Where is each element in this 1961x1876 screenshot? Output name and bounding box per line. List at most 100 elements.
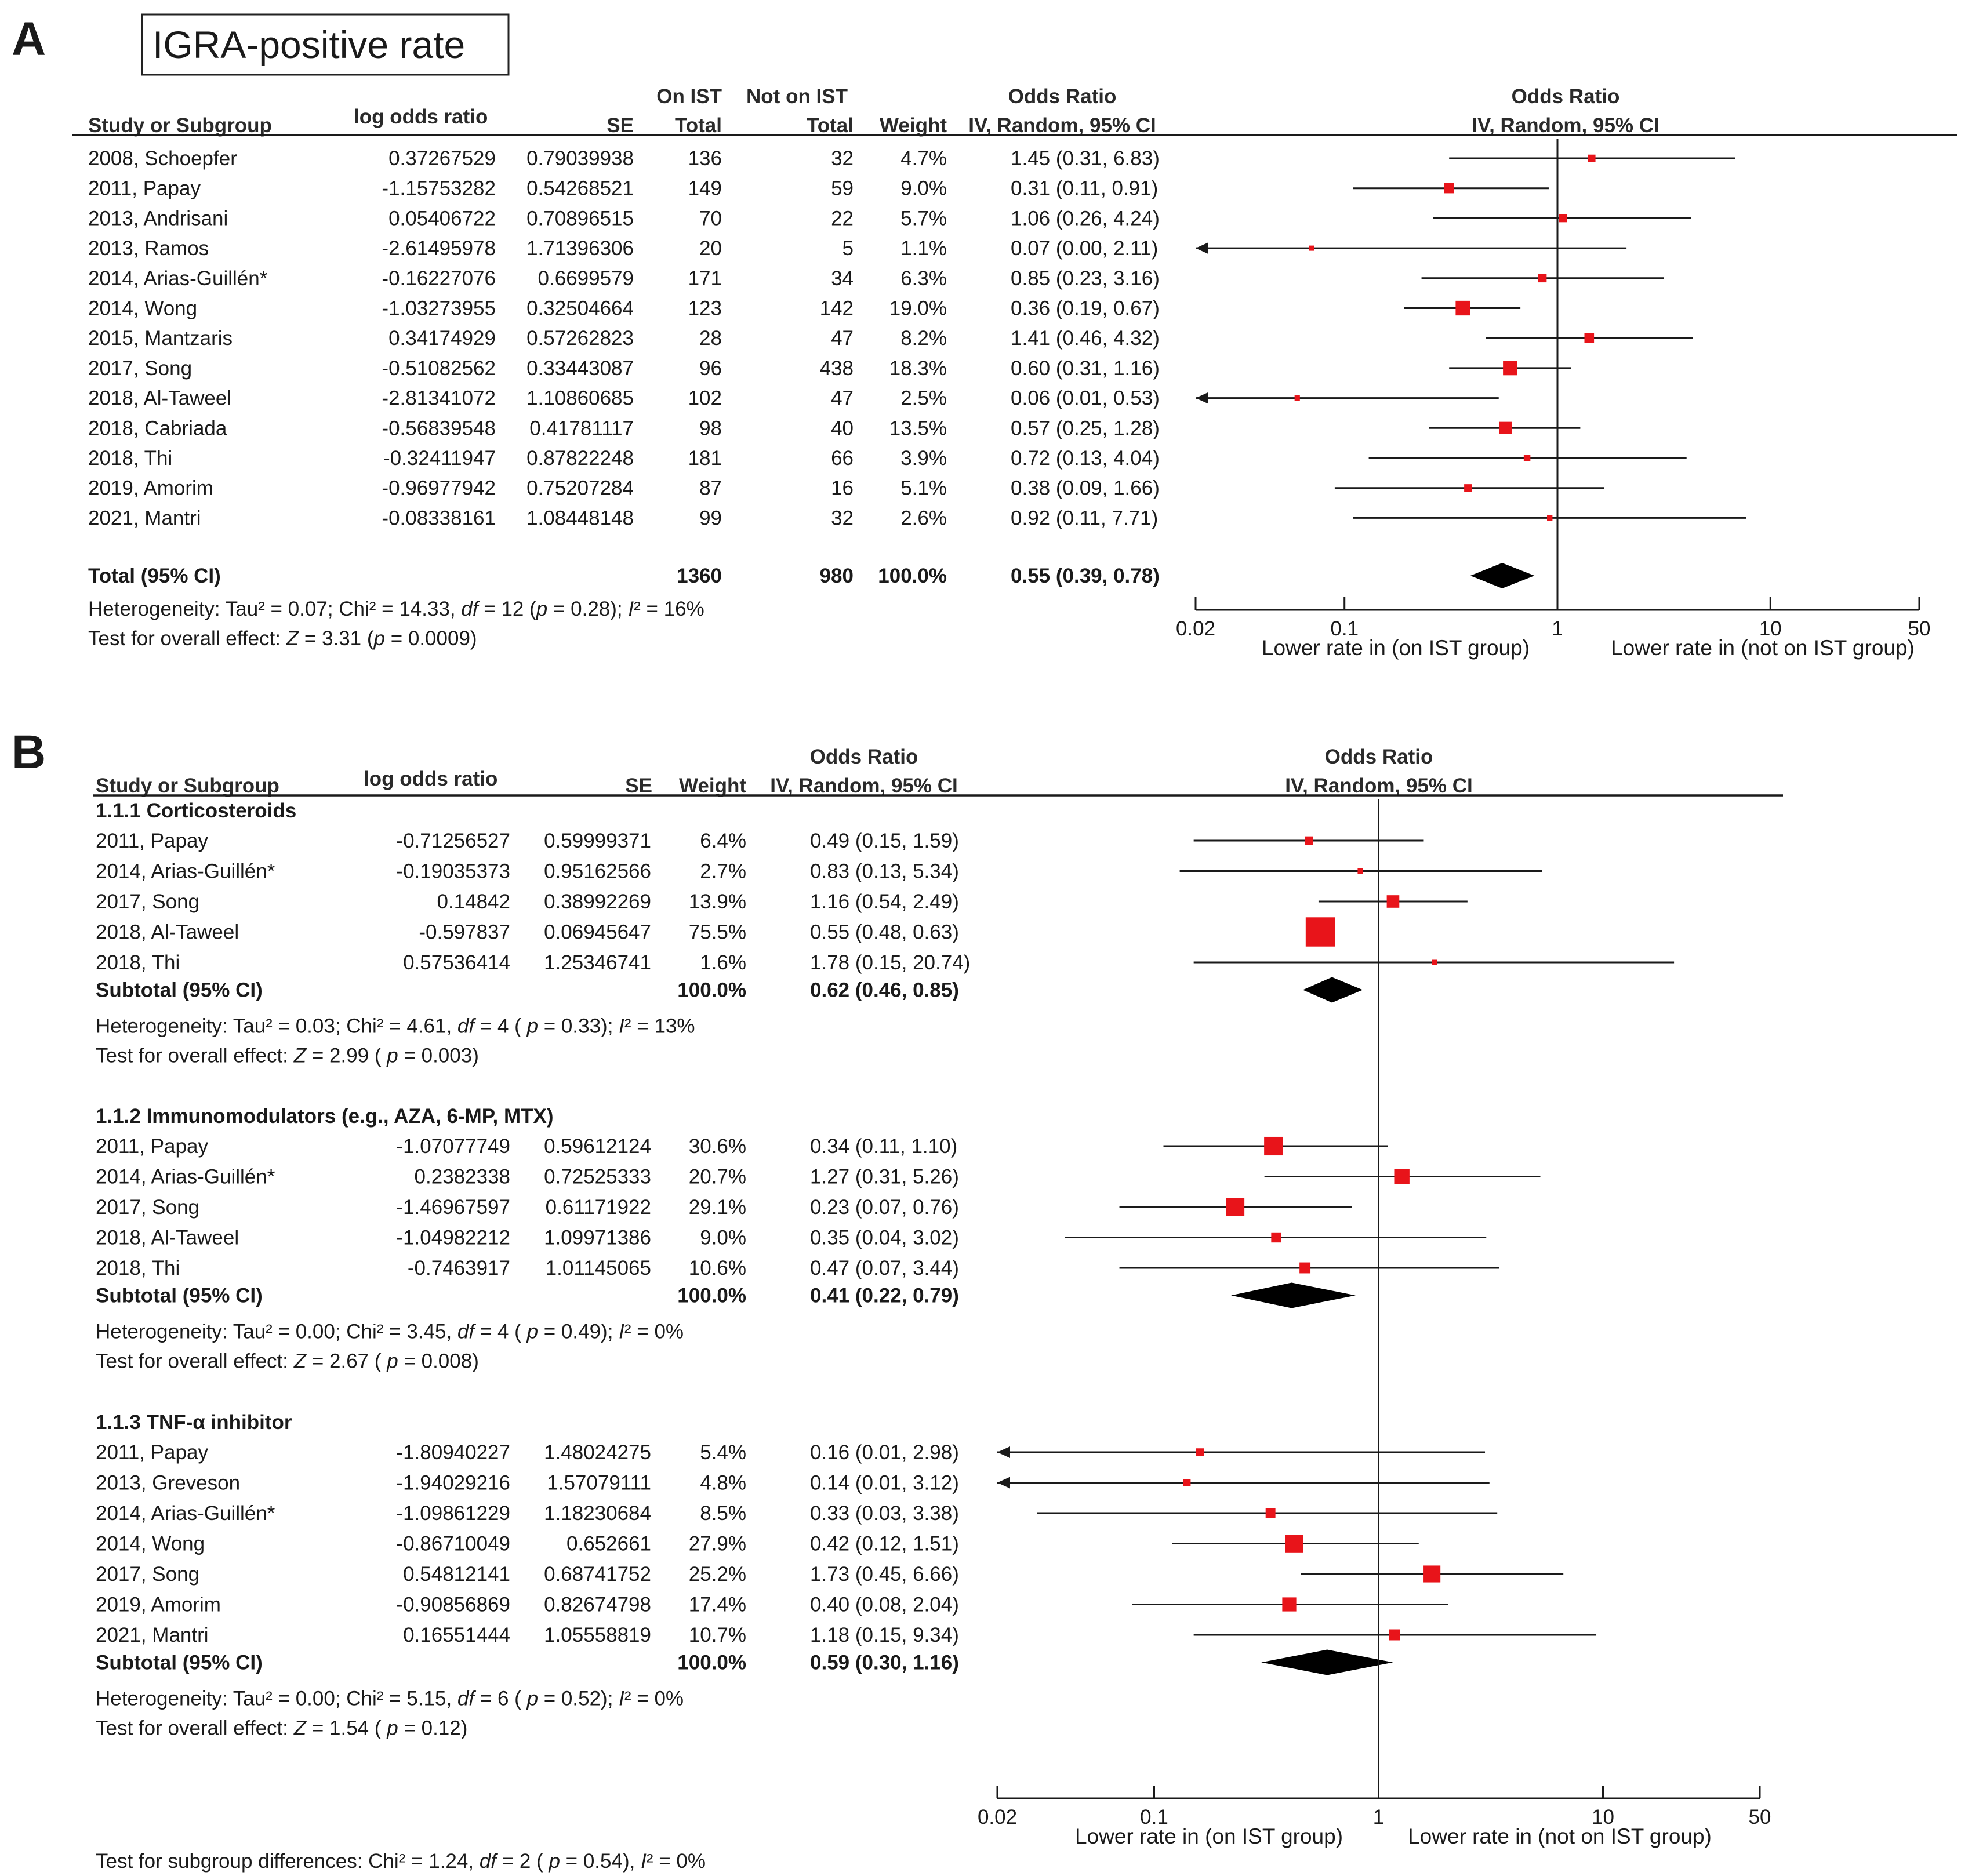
study-se-b: 1.48024275 <box>544 1441 651 1464</box>
study-lor-b: -0.19035373 <box>396 860 510 883</box>
study-weight: 13.5% <box>889 417 947 439</box>
study-ci-text-b: 0.33 (0.03, 3.38) <box>810 1502 959 1525</box>
study-b-point <box>1196 1448 1204 1456</box>
study-label-b: 2018, Al-Taweel <box>96 921 239 944</box>
study-lor: 0.34174929 <box>388 327 496 350</box>
panel-a-heterogeneity-part: Heterogeneity: Tau² = 0.07; Chi² = 14.33… <box>88 598 461 620</box>
study-a-point <box>1523 455 1531 461</box>
study-label-b: 2018, Thi <box>96 1257 180 1279</box>
study-lor: -0.16227076 <box>382 267 496 290</box>
study-se: 0.79039938 <box>526 147 634 170</box>
study-weight-b: 29.1% <box>689 1196 746 1219</box>
study-a-point <box>1294 395 1300 401</box>
study-label: 2018, Al-Taweel <box>88 387 231 410</box>
panel-a-letter: A <box>12 13 46 66</box>
study-se-b: 0.82674798 <box>544 1594 651 1616</box>
study-se-b: 0.95162566 <box>544 860 651 883</box>
study-ci-text: 0.72 (0.13, 4.04) <box>1011 447 1160 470</box>
subgroup-heterogeneity-part: = 0.52); <box>538 1688 619 1710</box>
study-se: 0.33443087 <box>526 357 634 380</box>
subgroup-overall-effect: Test for overall effect: Z = 2.67 ( p = … <box>96 1350 479 1373</box>
study-se: 1.08448148 <box>526 507 634 529</box>
study-weight-b: 6.4% <box>700 830 746 852</box>
col-header-study-b: Study or Subgroup <box>96 775 279 797</box>
panel-b-axis-tick-label: 0.1 <box>1140 1806 1168 1828</box>
study-ci-text: 0.31 (0.11, 0.91) <box>1011 177 1158 200</box>
subgroup-differences-test-part: = 2 ( <box>496 1850 549 1873</box>
study-ci-text-b: 1.27 (0.31, 5.26) <box>810 1166 959 1188</box>
study-weight-b: 10.7% <box>689 1624 746 1646</box>
study-se-b: 1.57079111 <box>547 1472 651 1495</box>
study-weight: 1.1% <box>900 237 947 260</box>
col-header-weight: Weight <box>880 114 947 137</box>
study-label-b: 2017, Song <box>96 890 199 913</box>
subgroup-heterogeneity: Heterogeneity: Tau² = 0.00; Chi² = 5.15,… <box>96 1688 684 1710</box>
subgroup-differences-test-part: df <box>480 1850 498 1873</box>
study-weight-b: 27.9% <box>689 1533 746 1555</box>
study-b-point <box>1285 1535 1303 1553</box>
study-on-ist-total: 181 <box>688 447 722 470</box>
study-b-point <box>1299 1262 1311 1274</box>
panel-a-overall-effect-part: = 3.31 ( <box>299 627 374 650</box>
study-b-point <box>1305 917 1335 947</box>
subgroup-heterogeneity-part: ² = 0% <box>624 1321 684 1343</box>
study-not-on-ist-total: 438 <box>820 357 854 380</box>
col-header-on-ist: On IST <box>656 85 722 108</box>
study-se: 0.57262823 <box>526 327 634 350</box>
study-lor: -0.32411947 <box>383 447 496 470</box>
study-se-b: 0.59612124 <box>544 1135 651 1158</box>
subgroup-heterogeneity-part: Heterogeneity: Tau² = 0.00; Chi² = 3.45, <box>96 1321 457 1343</box>
study-lor-b: 0.2382338 <box>415 1166 510 1188</box>
col-header-study: Study or Subgroup <box>88 114 272 137</box>
study-on-ist-total: 96 <box>699 357 722 380</box>
panel-b-axis-right-label: Lower rate in (not on IST group) <box>1408 1824 1712 1848</box>
study-weight-b: 17.4% <box>689 1594 746 1616</box>
panel-a-axis-tick-label: 0.02 <box>1176 617 1215 640</box>
col-header-or-ci: IV, Random, 95% CI <box>968 114 1156 137</box>
subgroup-overall-effect-part: Z <box>293 1717 307 1740</box>
subgroup-differences-test-part: Test for subgroup differences: Chi² = 1.… <box>96 1850 480 1873</box>
study-se: 0.54268521 <box>526 177 634 200</box>
study-weight: 9.0% <box>900 177 947 200</box>
subgroup-heterogeneity-part: df <box>457 1321 476 1343</box>
panel-a-axis-tick-label: 1 <box>1552 617 1563 640</box>
study-not-on-ist-total: 59 <box>831 177 854 200</box>
study-weight: 6.3% <box>900 267 947 290</box>
study-a-point <box>1455 300 1470 316</box>
study-label: 2014, Arias-Guillén* <box>88 267 268 290</box>
subgroup-overall-effect-part: Test for overall effect: <box>96 1045 294 1067</box>
study-label-b: 2014, Arias-Guillén* <box>96 860 275 883</box>
study-weight-b: 8.5% <box>700 1502 746 1525</box>
subgroup-heterogeneity-part: p <box>526 1688 538 1710</box>
panel-b-letter: B <box>12 726 46 779</box>
subgroup-overall-effect-part: = 2.99 ( <box>306 1045 387 1067</box>
study-ci-text: 1.06 (0.26, 4.24) <box>1011 207 1160 230</box>
study-b-point <box>1264 1136 1283 1156</box>
panel-a-axis-tick-label: 50 <box>1908 617 1931 640</box>
study-a-point <box>1538 274 1547 283</box>
col-header-weight-b: Weight <box>679 775 746 797</box>
study-se-b: 1.25346741 <box>544 951 651 974</box>
col-header-se: SE <box>607 114 634 137</box>
study-a-point <box>1499 421 1512 434</box>
panel-b-axis-left-label: Lower rate in (on IST group) <box>1075 1824 1343 1848</box>
subgroup-heterogeneity-part: I <box>619 1321 624 1343</box>
study-weight-b: 1.6% <box>700 951 746 974</box>
panel-a-title: IGRA-positive rate <box>152 23 465 66</box>
study-b-point <box>1271 1232 1281 1243</box>
study-se-b: 0.59999371 <box>544 830 651 852</box>
total-label: Total (95% CI) <box>88 565 221 587</box>
study-weight: 4.7% <box>900 147 947 170</box>
panel-a-axis-tick-label: 10 <box>1759 617 1782 640</box>
study-on-ist-total: 98 <box>699 417 722 439</box>
study-ci-text: 0.36 (0.19, 0.67) <box>1011 297 1160 320</box>
study-se: 1.10860685 <box>526 387 634 410</box>
study-lor-b: -0.71256527 <box>396 830 510 852</box>
study-not-on-ist-total: 40 <box>831 417 854 439</box>
study-b-point <box>1357 868 1363 874</box>
study-on-ist-total: 149 <box>688 177 722 200</box>
panel-b-axis-tick-label: 50 <box>1749 1806 1771 1828</box>
study-weight-b: 5.4% <box>700 1441 746 1464</box>
panel-a-heterogeneity: Heterogeneity: Tau² = 0.07; Chi² = 14.33… <box>88 598 704 620</box>
study-not-on-ist-total: 66 <box>831 447 854 470</box>
